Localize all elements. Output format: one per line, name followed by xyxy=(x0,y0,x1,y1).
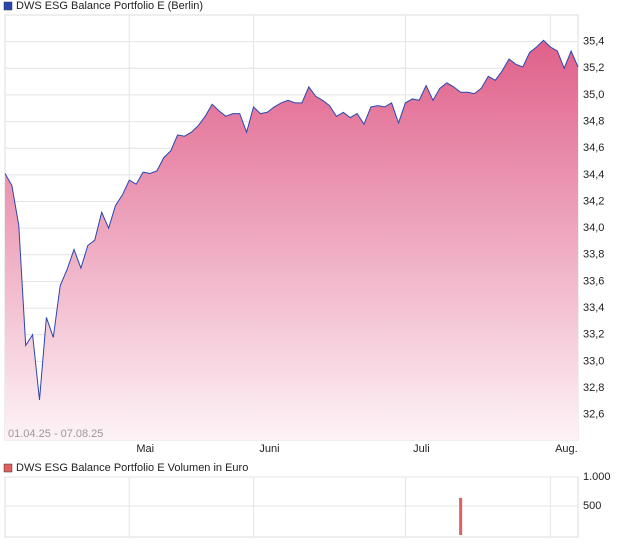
price-line xyxy=(4,39,579,401)
y-tick-label: 35,4 xyxy=(583,36,604,48)
y-tick-label: 32,8 xyxy=(583,382,604,394)
y-tick-label: 33,0 xyxy=(583,355,604,367)
date-range: 01.04.25 - 07.08.25 xyxy=(8,428,103,440)
x-tick-label: Aug. xyxy=(555,443,578,455)
y-tick-label: 1.000 xyxy=(583,471,611,483)
x-tick-label: Mai xyxy=(136,443,154,455)
y-tick-label: 500 xyxy=(583,500,601,512)
y-tick-label: 35,0 xyxy=(583,89,604,101)
y-tick-label: 33,2 xyxy=(583,329,604,341)
x-tick-label: Juli xyxy=(413,443,430,455)
legend-swatch xyxy=(3,463,13,473)
legend-label: DWS ESG Balance Portfolio E Volumen in E… xyxy=(16,462,248,474)
y-tick-label: 34,4 xyxy=(583,169,604,181)
y-tick-label: 33,4 xyxy=(583,302,604,314)
y-tick-label: 34,8 xyxy=(583,115,604,127)
x-tick-label: Juni xyxy=(259,443,279,455)
plot-area xyxy=(4,476,579,538)
y-tick-label: 34,2 xyxy=(583,195,604,207)
y-tick-label: 34,0 xyxy=(583,222,604,234)
volume-bar xyxy=(459,497,463,535)
y-tick-label: 33,8 xyxy=(583,249,604,261)
y-tick-label: 35,2 xyxy=(583,62,604,74)
y-tick-label: 32,6 xyxy=(583,409,604,421)
legend-label: DWS ESG Balance Portfolio E (Berlin) xyxy=(16,0,203,12)
y-tick-label: 33,6 xyxy=(583,275,604,287)
y-tick-label: 34,6 xyxy=(583,142,604,154)
legend-swatch xyxy=(3,1,13,11)
area-fill xyxy=(5,40,578,441)
